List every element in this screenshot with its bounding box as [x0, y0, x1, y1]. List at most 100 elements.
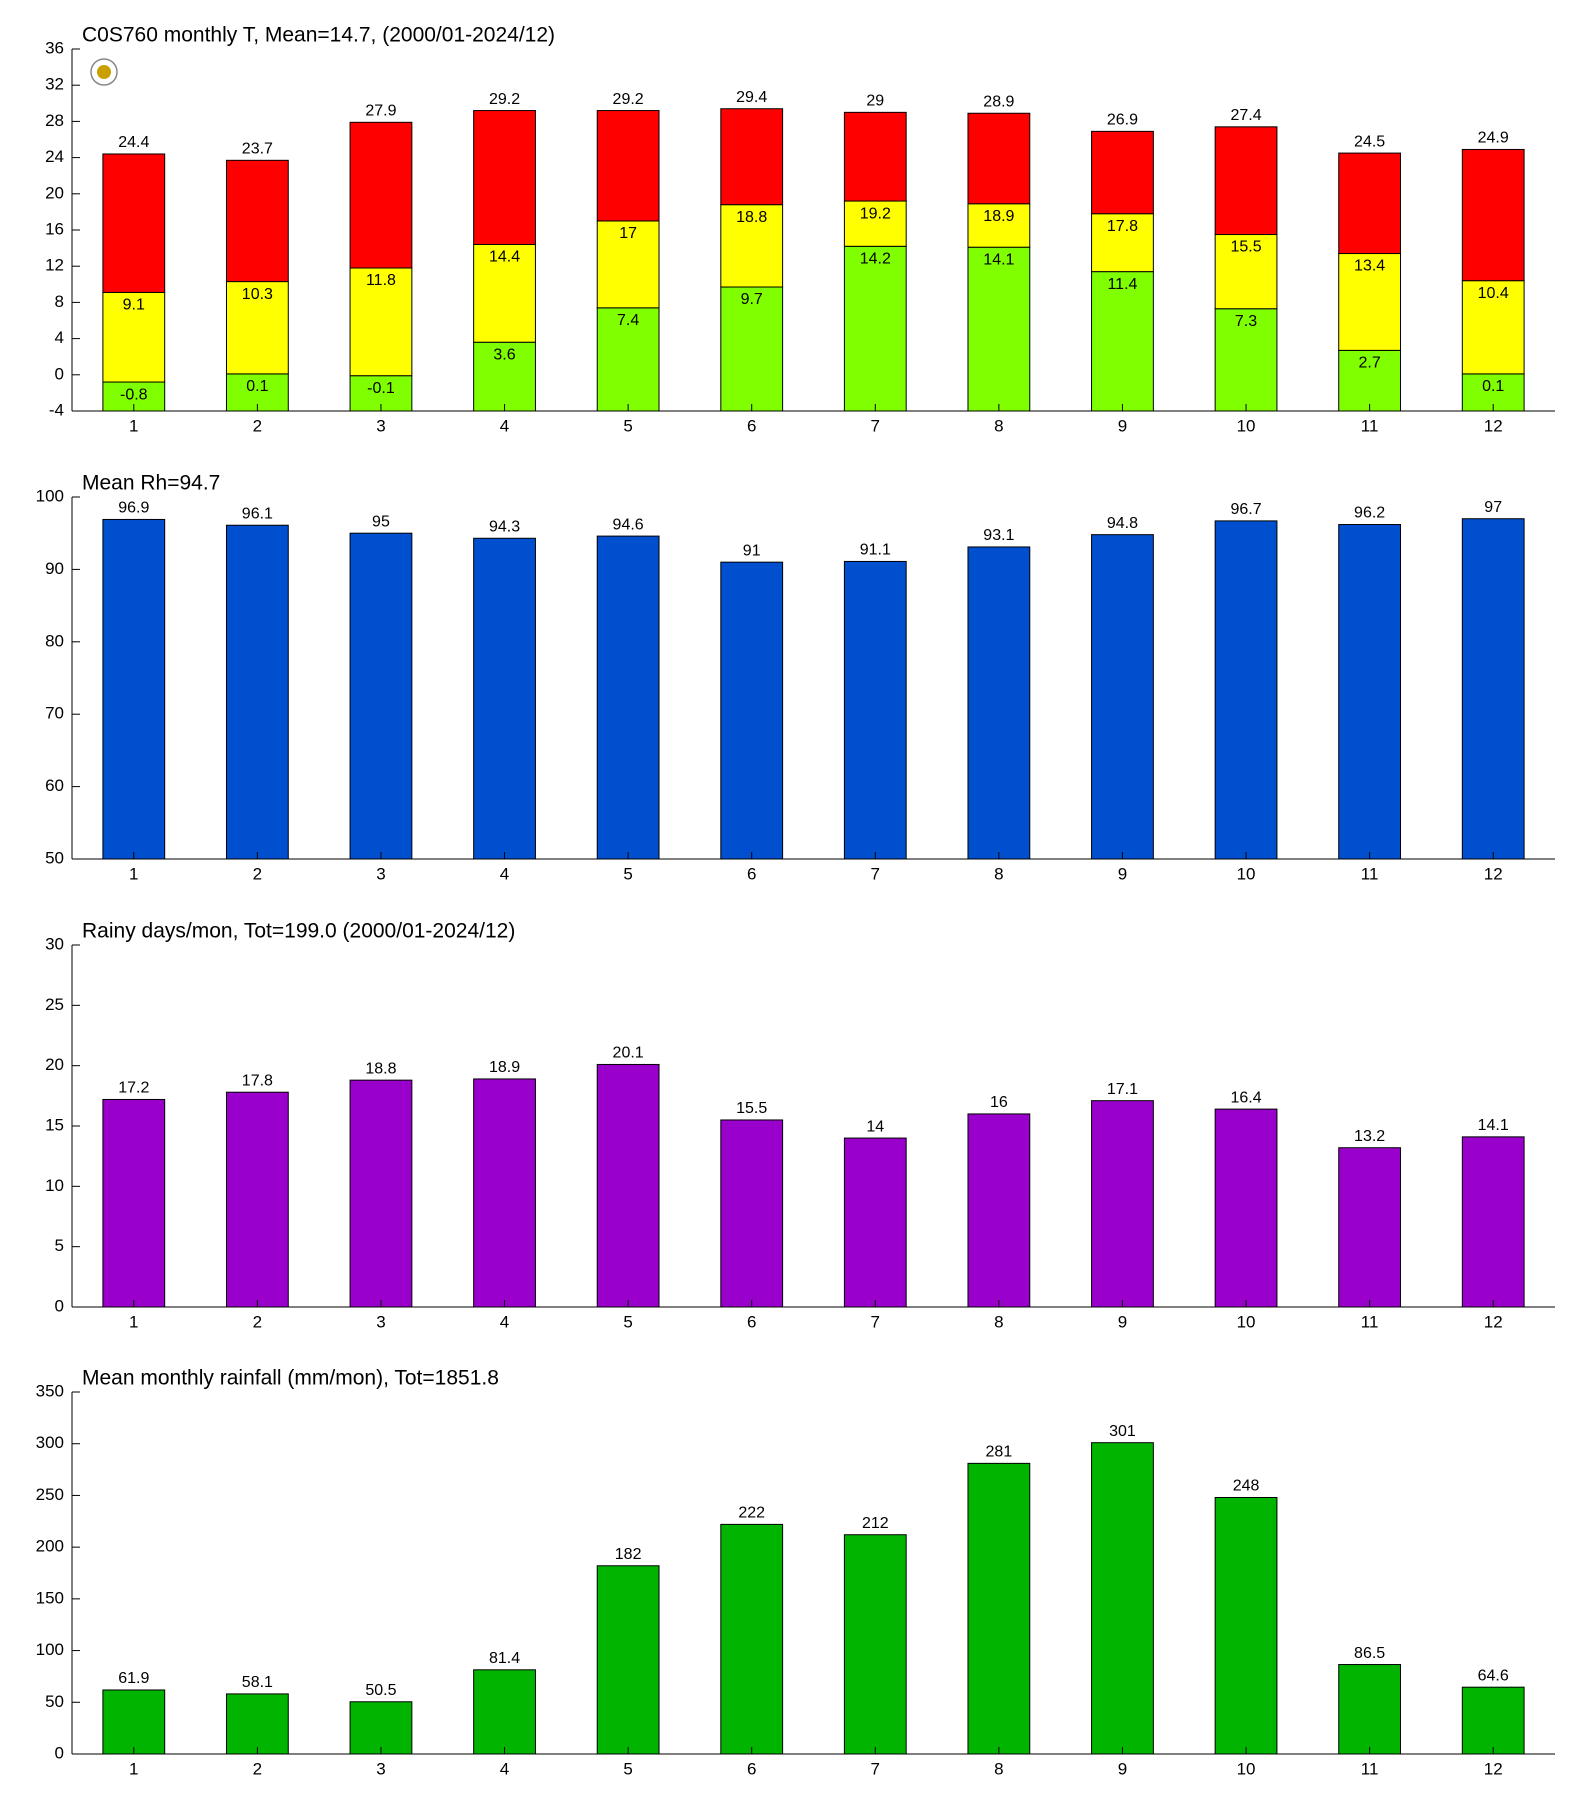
value-label: 18.8	[365, 1060, 396, 1077]
value-label: 212	[862, 1515, 889, 1532]
y-tick-label: 0	[55, 1296, 64, 1315]
bar	[102, 153, 166, 293]
x-tick-label: 11	[1361, 1759, 1379, 1778]
x-tick-label: 8	[994, 864, 1003, 883]
bar	[843, 1137, 907, 1308]
value-label: -0.1	[367, 380, 395, 397]
y-tick-label: 90	[45, 559, 64, 578]
x-tick-label: 6	[747, 1759, 756, 1778]
value-label: 91.1	[860, 542, 891, 559]
x-tick-label: 4	[500, 416, 509, 435]
value-label: 95	[372, 513, 390, 530]
x-tick-label: 11	[1361, 1312, 1379, 1331]
bar	[473, 110, 536, 245]
bar	[349, 1079, 413, 1308]
x-tick-label: 12	[1484, 416, 1503, 435]
x-tick-label: 3	[376, 1312, 385, 1331]
x-tick-label: 1	[129, 1759, 138, 1778]
bar	[843, 560, 907, 860]
y-tick-label: -4	[49, 400, 64, 419]
x-tick-label: 2	[253, 1759, 262, 1778]
y-tick-label: 60	[45, 776, 64, 795]
bar	[1338, 152, 1402, 255]
value-label: 29.4	[736, 89, 767, 106]
value-label: 15.5	[1230, 239, 1261, 256]
bar	[720, 561, 784, 860]
x-tick-label: 4	[500, 864, 509, 883]
bar	[967, 1113, 1031, 1308]
bar	[1461, 148, 1525, 282]
x-tick-label: 10	[1237, 864, 1256, 883]
bar	[473, 1669, 536, 1755]
y-tick-label: 16	[45, 219, 64, 238]
value-label: 19.2	[860, 205, 891, 222]
value-label: 18.8	[736, 209, 767, 226]
y-tick-label: 25	[45, 995, 64, 1014]
value-label: 96.9	[118, 500, 149, 517]
value-label: 3.6	[493, 346, 515, 363]
chart-title: Mean monthly rainfall (mm/mon), Tot=1851…	[82, 1367, 499, 1390]
value-label: 281	[986, 1444, 1013, 1461]
x-tick-label: 7	[871, 416, 880, 435]
value-label: 29.2	[489, 91, 520, 108]
y-tick-label: 12	[45, 256, 64, 275]
x-tick-label: 9	[1118, 1312, 1127, 1331]
bar	[1338, 1147, 1402, 1308]
value-label: 15.5	[736, 1100, 767, 1117]
value-label: 7.4	[617, 312, 639, 329]
value-label: 61.9	[118, 1670, 149, 1687]
bar	[596, 220, 660, 309]
value-label: 17	[619, 225, 637, 242]
x-tick-label: 1	[129, 416, 138, 435]
value-label: 26.9	[1107, 112, 1138, 129]
x-tick-label: 4	[500, 1759, 509, 1778]
y-tick-label: 24	[45, 147, 64, 166]
bar	[349, 267, 413, 377]
value-label: 96.7	[1230, 501, 1261, 518]
value-label: 13.2	[1354, 1128, 1385, 1145]
x-tick-label: 8	[994, 416, 1003, 435]
value-label: 17.2	[118, 1080, 149, 1097]
bar	[596, 110, 660, 222]
value-label: 91	[743, 542, 761, 559]
x-tick-label: 5	[623, 1759, 632, 1778]
y-tick-label: 100	[36, 486, 64, 505]
x-tick-label: 10	[1237, 1312, 1256, 1331]
bar	[1091, 1442, 1154, 1755]
value-label: 0.1	[1482, 378, 1504, 395]
chart-title: Rainy days/mon, Tot=199.0 (2000/01-2024/…	[82, 920, 515, 943]
value-label: 81.4	[489, 1650, 520, 1667]
y-tick-label: 20	[45, 1055, 64, 1074]
value-label: 17.8	[242, 1072, 273, 1089]
bar	[720, 1119, 784, 1308]
value-label: 14.1	[1478, 1117, 1509, 1134]
value-label: 96.1	[242, 505, 273, 522]
value-label: 18.9	[983, 208, 1014, 225]
bar	[967, 1462, 1031, 1755]
bar	[967, 203, 1031, 248]
x-tick-label: 11	[1361, 416, 1379, 435]
bar	[1214, 520, 1278, 860]
value-label: 17.1	[1107, 1081, 1138, 1098]
value-label: 20.1	[613, 1045, 644, 1062]
value-label: 94.8	[1107, 515, 1138, 532]
x-tick-label: 2	[253, 864, 262, 883]
value-label: 248	[1233, 1478, 1260, 1495]
bar	[843, 1534, 907, 1755]
bar	[843, 200, 907, 247]
value-label: 24.4	[118, 134, 149, 151]
bar	[225, 281, 289, 375]
value-label: 16.4	[1230, 1089, 1261, 1106]
x-tick-label: 5	[623, 416, 632, 435]
value-label: 14.2	[860, 251, 891, 268]
value-label: 29.2	[613, 91, 644, 108]
logo	[90, 58, 118, 86]
bar	[225, 524, 289, 860]
bar	[1091, 130, 1154, 215]
bar	[473, 243, 536, 343]
bar	[102, 291, 166, 383]
value-label: 16	[990, 1094, 1008, 1111]
value-label: 2.7	[1359, 355, 1381, 372]
y-tick-label: 50	[45, 848, 64, 867]
y-tick-label: 200	[36, 1537, 64, 1556]
